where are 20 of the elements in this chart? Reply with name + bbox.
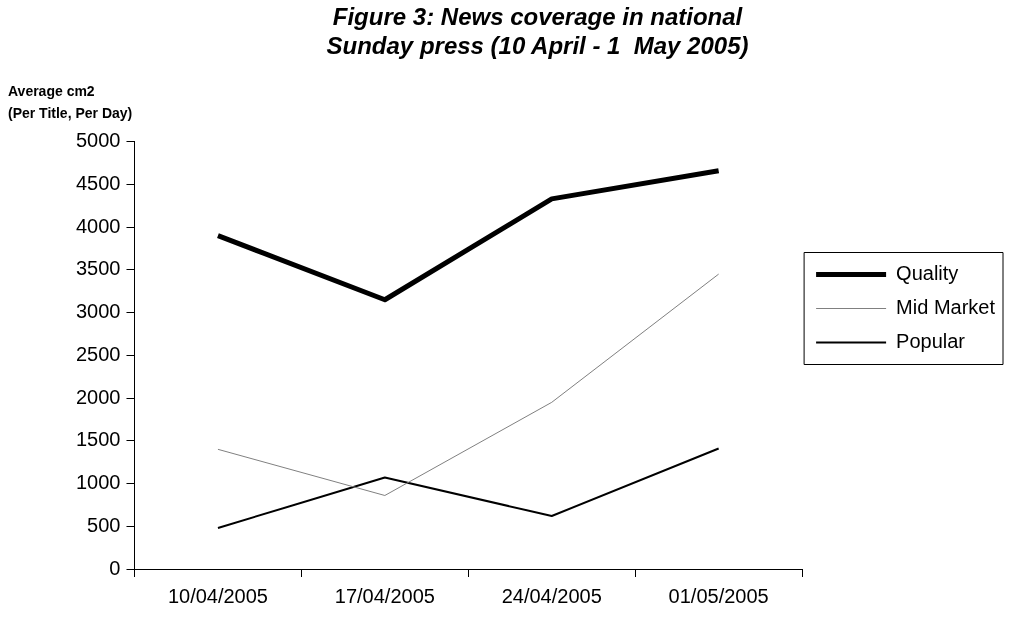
y-tick-label: 5000 bbox=[75, 129, 121, 152]
y-tick-label: 1500 bbox=[75, 428, 121, 451]
legend-label: Quality bbox=[896, 262, 959, 285]
x-tick-label: 24/04/2005 bbox=[501, 584, 602, 607]
y-tick-label: 2500 bbox=[75, 342, 121, 365]
y-tick-label: 1000 bbox=[75, 471, 121, 494]
chart-title: Figure 3: News coverage in national Sunday press (10 April - 1 May 2005) bbox=[326, 3, 749, 59]
y-tick-label: 2000 bbox=[75, 385, 121, 408]
y-tick-label: 3000 bbox=[75, 300, 121, 323]
legend-label: Mid Market bbox=[896, 296, 996, 319]
y-tick-label: 3500 bbox=[75, 257, 121, 280]
y-tick-label: 4000 bbox=[75, 214, 121, 237]
x-tick-label: 17/04/2005 bbox=[334, 584, 435, 607]
y-tick-label: 500 bbox=[87, 513, 121, 536]
y-axis-title: Average cm2 (Per Title, Per Day) bbox=[8, 83, 133, 121]
y-tick-label: 4500 bbox=[75, 171, 121, 194]
legend-label: Popular bbox=[896, 330, 966, 353]
x-tick-label: 01/05/2005 bbox=[668, 584, 769, 607]
x-tick-label: 10/04/2005 bbox=[167, 584, 268, 607]
y-tick-label: 0 bbox=[109, 556, 121, 579]
